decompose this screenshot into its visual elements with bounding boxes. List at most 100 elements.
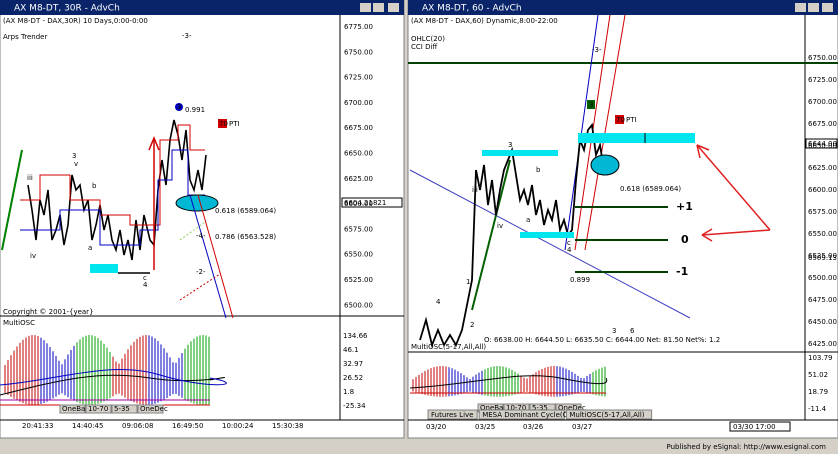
osc-bar [547,366,549,397]
osc-bar [7,360,9,395]
price-tick-label: 6575.00 [344,225,373,233]
osc-button[interactable] [59,404,86,414]
osc-bar [145,335,147,405]
quote-mark: 3 [612,327,616,335]
osc-bar [487,367,489,397]
close[interactable] [822,3,833,12]
osc-bar [133,341,135,403]
osc-bar [193,338,195,404]
price-tick-label: 6625.00 [808,164,837,172]
osc-bar [64,359,66,396]
osc-value: 103.79 [808,354,833,362]
osc-bar [532,374,534,394]
close[interactable] [388,3,399,12]
osc-bar [520,375,522,393]
osc-bar [28,335,30,405]
arrow-head [696,144,710,159]
last-price-box [805,138,838,149]
osc-bar [136,338,138,404]
maximize[interactable] [373,3,384,12]
time-axis: 03/20 03/25 03/26 03/27 [426,423,592,431]
date-label: 03/26 [523,423,544,431]
osc-bar [469,378,471,392]
tab-label: Futures Live [431,411,473,419]
annotation: 3 [589,101,593,109]
time-label: 20:41:33 [22,422,53,430]
osc-button[interactable] [111,404,138,414]
price-tick-label: 6550.00 [808,230,837,238]
osc-button[interactable] [85,404,112,414]
annotation: 3 [508,141,512,149]
osc-bar [484,369,486,396]
osc-bar [451,368,453,396]
osc-bar [472,376,474,393]
annotation: 0.618 (6589.064) [620,185,681,193]
price-tick-label: 6700.00 [344,99,373,107]
date-label: 03/25 [475,423,495,431]
annotation: PTI [626,116,637,124]
osc-bar [82,337,84,405]
annotation: b [92,182,97,190]
study-label: Arps Trender [3,33,47,41]
tab[interactable] [427,409,478,420]
osc-button-label: 10-70 [506,404,526,412]
osc-bar [13,350,15,399]
osc-bar [34,335,36,405]
osc-value: 26.52 [343,374,363,382]
annotation: 0 [681,233,689,246]
price-tick-label: 6600.00 [344,200,373,208]
osc-title: MultiOSC [3,319,35,327]
osc-value: -11.4 [808,405,827,413]
osc-bar [505,367,507,397]
date-label: 03/20 [426,423,446,431]
osc-bar [430,368,432,396]
study-label: CCI Diff [411,43,437,51]
tab-label: MultiOSC(5-17,All,All) [569,411,644,419]
channel-red [197,194,234,319]
annotation: -4- [196,232,206,240]
minimize[interactable] [360,3,371,12]
title-bar[interactable] [408,0,838,15]
annotation: 4 [143,281,148,289]
osc-button[interactable] [137,404,164,414]
osc-bar [169,357,171,397]
osc-bar [565,368,567,396]
tab[interactable] [565,409,653,420]
osc-bar [106,347,108,400]
annotation: 70 [616,116,625,124]
osc-bar [421,372,423,395]
minimize[interactable] [795,3,806,12]
maximize[interactable] [808,3,819,12]
osc-value: 18.79 [808,388,828,396]
osc-bar [556,366,558,397]
channel [584,14,626,251]
time-label: 16:49:50 [172,422,203,430]
annotation: 3 [177,103,181,111]
last-price: 6644.00 [808,140,837,148]
osc-bar [94,336,96,405]
badge [615,115,624,124]
tab[interactable] [478,409,565,420]
osc-bar [55,355,57,397]
osc-bar [478,372,480,395]
arrow-head [148,136,160,151]
left-window: AX M8-DT, 30R - AdvCh (AX M8-DT - DAX,30… [0,0,405,439]
cyan-zone [520,232,574,238]
osc-bar [148,335,150,405]
annotation: iv [30,252,36,260]
osc-values: 134.66 46.1 32.97 26.52 1.8 -25.34 [343,332,368,410]
price-tick-label: 6450.00 [808,318,837,326]
badge [218,119,227,128]
annotation: iv [497,222,503,230]
osc-bar [460,373,462,394]
chart-subtitle: (AX M8-DT - DAX,30R) 10 Days,0:00-0:00 [3,17,148,25]
osc-bar [562,367,564,397]
osc-bar [73,345,75,401]
price-tick-label: 6650.00 [344,150,373,158]
osc-bar [178,357,180,396]
osc-bar [433,367,435,397]
annotation: iii [472,186,478,194]
title-bar[interactable] [0,0,404,15]
osc-bar [511,369,513,396]
